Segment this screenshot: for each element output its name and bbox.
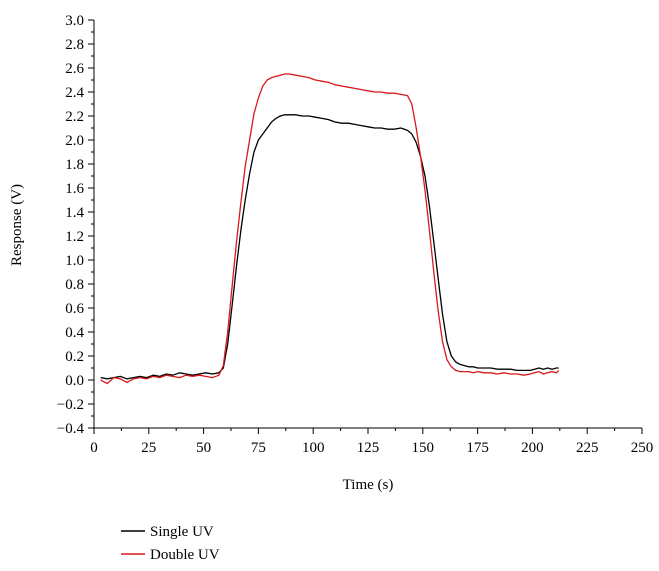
y-tick-label: 3.0 — [65, 13, 84, 29]
x-tick-label: 75 — [251, 440, 266, 456]
series-line-single-uv — [100, 114, 559, 380]
x-tick-label: 225 — [576, 440, 599, 456]
y-tick-label: 1.6 — [65, 181, 84, 197]
series-lines — [100, 73, 560, 385]
y-axis-label: Response (V) — [9, 184, 25, 266]
legend-label: Double UV — [150, 547, 220, 563]
x-tick-label: 250 — [631, 440, 654, 456]
x-tick-label: 50 — [196, 440, 211, 456]
x-tick-label: 25 — [141, 440, 156, 456]
y-tick-label: 0.8 — [65, 277, 84, 293]
x-axis-label: Time (s) — [343, 477, 394, 493]
y-tick-label: 1.2 — [65, 229, 84, 245]
y-tick-label: 2.0 — [65, 133, 84, 149]
x-tick-label: 175 — [466, 440, 489, 456]
legend-label: Single UV — [150, 524, 214, 540]
x-tick-label: 100 — [302, 440, 325, 456]
x-tick-label: 150 — [412, 440, 435, 456]
y-tick-label: 0.4 — [65, 325, 84, 341]
y-tick-label: 0.0 — [65, 373, 84, 389]
y-tick-label: 1.8 — [65, 157, 84, 173]
y-tick-label: 2.8 — [65, 37, 84, 53]
y-tick-label: 1.0 — [65, 253, 84, 269]
axes: 0 25 50 75 100 125 150 175 200 225 250 −0.4 −0.2 0.0 0… — [57, 13, 653, 456]
y-tick-label: 0.2 — [65, 349, 84, 365]
y-tick-label: 0.6 — [65, 301, 84, 317]
y-tick-label: 2.6 — [65, 61, 84, 77]
x-tick-label: 125 — [357, 440, 380, 456]
y-tick-label: 2.2 — [65, 109, 84, 125]
y-tick-label: 1.4 — [65, 205, 84, 221]
y-tick-label: −0.2 — [57, 397, 84, 413]
y-tick-label: −0.4 — [57, 421, 85, 437]
legend: Single UV Double UV — [121, 524, 220, 563]
y-tick-label: 2.4 — [65, 85, 84, 101]
x-tick-label: 0 — [90, 440, 98, 456]
series-line-double-uv — [100, 73, 560, 385]
x-tick-label: 200 — [521, 440, 544, 456]
